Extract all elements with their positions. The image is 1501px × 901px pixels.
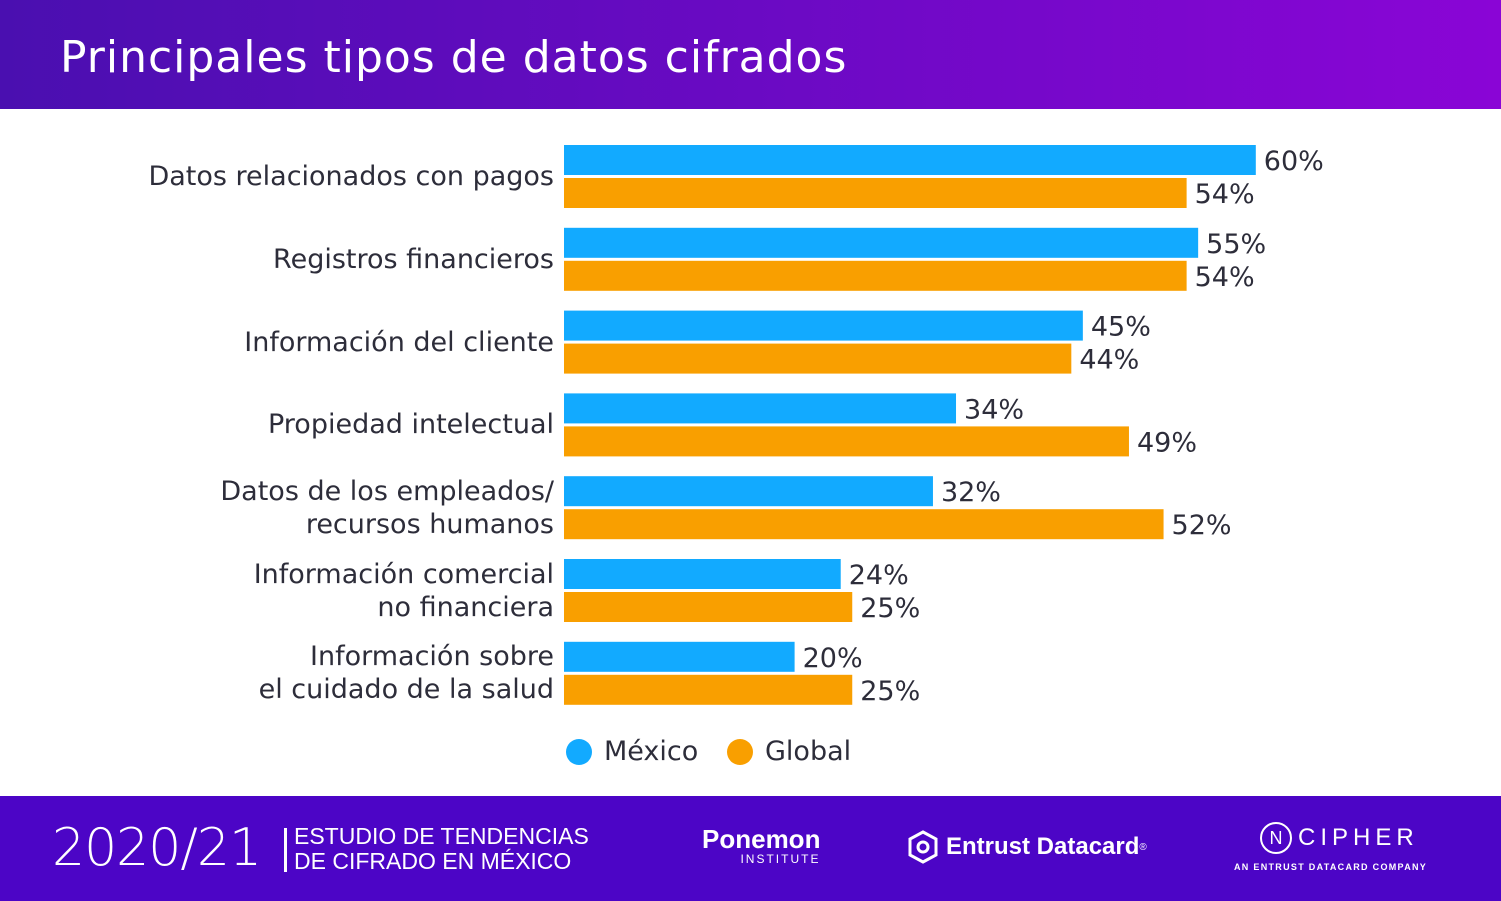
bar-global [564,260,1187,291]
category-label-line: Información del cliente [244,326,554,358]
entrust-logo: Entrust Datacard ® [908,830,1147,864]
ponemon-logo: Ponemon INSTITUTE [702,824,820,866]
category-label-line: Datos de los empleados/ [220,475,554,507]
category-label: Información del cliente [244,326,554,359]
page-title: Principales tipos de datos cifrados [60,32,848,83]
legend-item-mexico: México [566,736,698,767]
footer-study-line2: DE CIFRADO EN MÉXICO [294,848,572,874]
data-label: 34% [964,394,1024,425]
data-label: 44% [1079,345,1139,376]
bar-mexico [564,310,1083,341]
legend-label-global: Global [765,736,852,767]
bar-mexico [564,476,933,507]
data-label: 32% [941,477,1001,508]
category-label: Información comercial no financiera [254,558,554,624]
bar-mexico [564,641,795,672]
category-label-line: Datos relacionados con pagos [148,161,554,192]
bar-mexico [564,145,1256,175]
bar-global [564,343,1072,374]
data-label: 55% [1206,229,1266,260]
category-label-line: no financiera [377,591,554,623]
data-label: 60% [1264,146,1324,177]
category-label-line: Propiedad intelectual [267,409,554,441]
data-label: 25% [860,676,920,707]
bar-global [564,426,1129,457]
entrust-logo-text: Entrust Datacard [946,833,1140,860]
ncipher-logo-text: CIPHER [1298,824,1419,851]
category-label-line: el cuidado de la salud [258,674,554,706]
entrust-hexagon-icon [908,830,938,864]
data-label: 52% [1172,510,1232,541]
ncipher-logo: N CIPHER AN ENTRUST DATACARD COMPANY [1234,822,1427,872]
bar-global [564,592,853,622]
category-label-line: Información comercial [253,558,554,590]
category-label: Datos de los empleados/recursos humanos [220,475,554,541]
bar-global [564,509,1164,540]
data-label: 49% [1137,427,1197,458]
footer-study-title: ESTUDIO DE TENDENCIAS DE CIFRADO EN MÉXI… [294,824,589,874]
ponemon-logo-text: Ponemon [702,824,821,854]
footer-year: 2020/21 [52,818,262,878]
bar-mexico [564,227,1199,258]
legend-label-mexico: México [604,736,699,767]
category-label-line: Información sobre [310,641,554,673]
data-label: 25% [860,593,920,624]
bar-chart: 60%54%55%54%45%44%34%49%32%52%24%25%20%2… [564,145,1324,707]
category-label: Información sobre el cuidado de la salud [259,640,554,706]
bar-mexico [564,559,841,589]
ponemon-logo-sub: INSTITUTE [740,852,821,866]
footer-divider [284,828,287,872]
data-label: 45% [1091,312,1151,343]
category-label: Propiedad intelectual [268,408,554,441]
bar-global [564,674,853,705]
bar-global [564,178,1187,208]
data-label: 20% [803,643,863,674]
data-label: 24% [849,560,909,591]
bar-mexico [564,393,957,424]
ncipher-logo-sub: AN ENTRUST DATACARD COMPANY [1234,862,1428,872]
category-label: Datos relacionados con pagos [148,160,554,193]
legend-swatch-global [727,738,753,765]
data-label: 54% [1195,262,1255,293]
ncipher-n-icon: N [1260,822,1292,854]
data-label: 54% [1195,179,1255,210]
category-label: Registros financieros [273,243,554,276]
footer-study-line1: ESTUDIO DE TENDENCIAS [294,823,589,849]
legend-item-global: Global [727,736,851,767]
header-banner: Principales tipos de datos cifrados [0,0,1501,109]
category-label-line: recursos humanos [305,508,554,540]
category-label-line: Registros financieros [273,243,554,275]
legend-swatch-mexico [566,738,592,765]
footer-banner: 2020/21 ESTUDIO DE TENDENCIAS DE CIFRADO… [0,796,1501,901]
